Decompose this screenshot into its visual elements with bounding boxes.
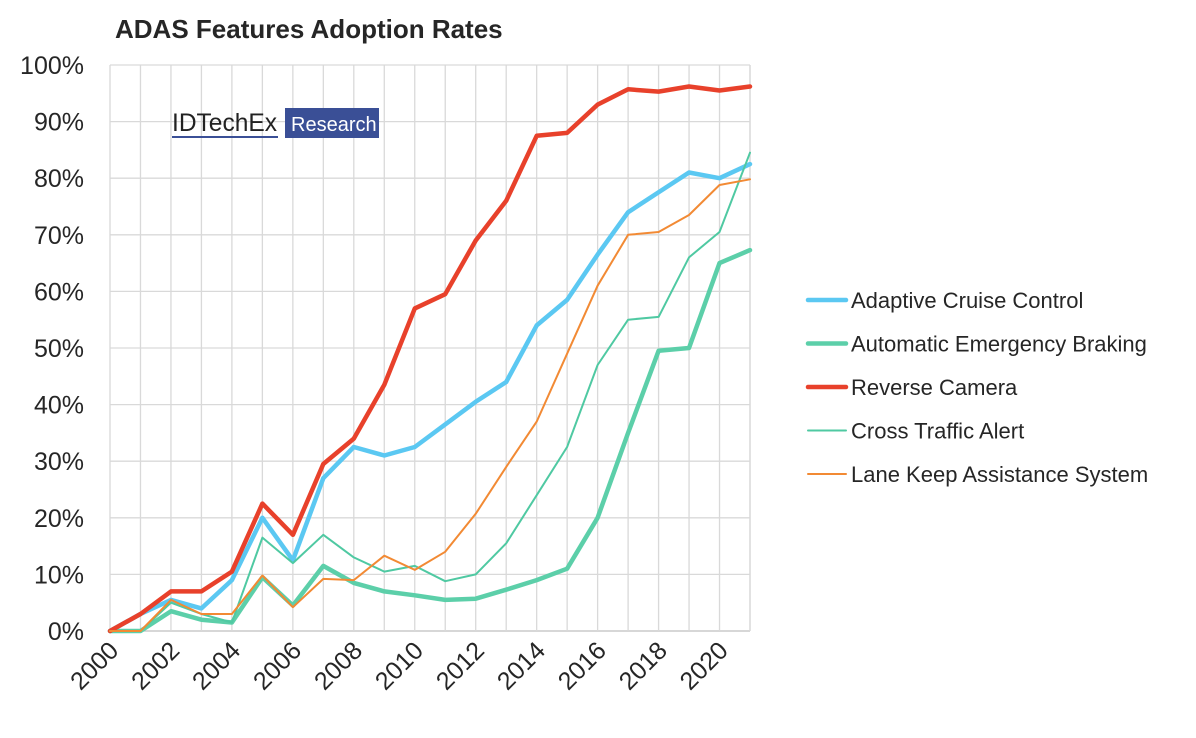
y-tick-label: 10% [34, 561, 84, 589]
legend-label: Lane Keep Assistance System [851, 462, 1148, 487]
x-axis-ticks: 2000 2002 2004 2006 2008 2010 2012 2014 2016 2018… [65, 636, 734, 695]
y-tick-label: 90% [34, 109, 84, 137]
legend-label: Automatic Emergency Braking [851, 332, 1147, 357]
idtechex-logo: IDTechEx Research [172, 108, 379, 138]
y-tick-label: 50% [34, 335, 84, 363]
y-tick-label: 80% [34, 165, 84, 193]
legend-label: Reverse Camera [851, 375, 1018, 400]
y-tick-label: 0% [48, 618, 84, 646]
series-line [107, 161, 753, 634]
x-tick-label: 2020 [675, 636, 734, 695]
series-line [107, 84, 753, 634]
logo-brand: IDTechEx [172, 109, 277, 137]
legend-label: Adaptive Cruise Control [851, 288, 1083, 313]
series-lines [107, 84, 753, 634]
legend-label: Cross Traffic Alert [851, 419, 1024, 444]
series-line [109, 151, 751, 632]
y-tick-label: 20% [34, 505, 84, 533]
x-tick-label: 2018 [614, 636, 673, 695]
y-tick-label: 100% [20, 52, 84, 80]
y-tick-label: 70% [34, 222, 84, 250]
series-line [109, 178, 751, 632]
x-tick-label: 2004 [187, 636, 246, 695]
x-tick-label: 2010 [370, 636, 429, 695]
x-tick-label: 2006 [248, 636, 307, 695]
x-tick-label: 2014 [492, 636, 551, 695]
legend: Adaptive Cruise Control Automatic Emergen… [805, 288, 1148, 487]
y-axis-ticks: 0% 10% 20% 30% 40% 50% 60% 70% 80% 90% 100% [20, 52, 84, 646]
logo-badge [285, 108, 379, 138]
y-tick-label: 60% [34, 278, 84, 306]
series-line [107, 247, 753, 634]
x-tick-label: 2002 [126, 636, 185, 695]
x-tick-label: 2012 [431, 636, 490, 695]
y-tick-label: 30% [34, 448, 84, 476]
grid [109, 64, 751, 632]
x-tick-label: 2016 [553, 636, 612, 695]
x-tick-label: 2008 [309, 636, 368, 695]
y-tick-label: 40% [34, 392, 84, 420]
logo-tag: Research [291, 114, 377, 136]
chart-title: ADAS Features Adoption Rates [115, 14, 503, 44]
